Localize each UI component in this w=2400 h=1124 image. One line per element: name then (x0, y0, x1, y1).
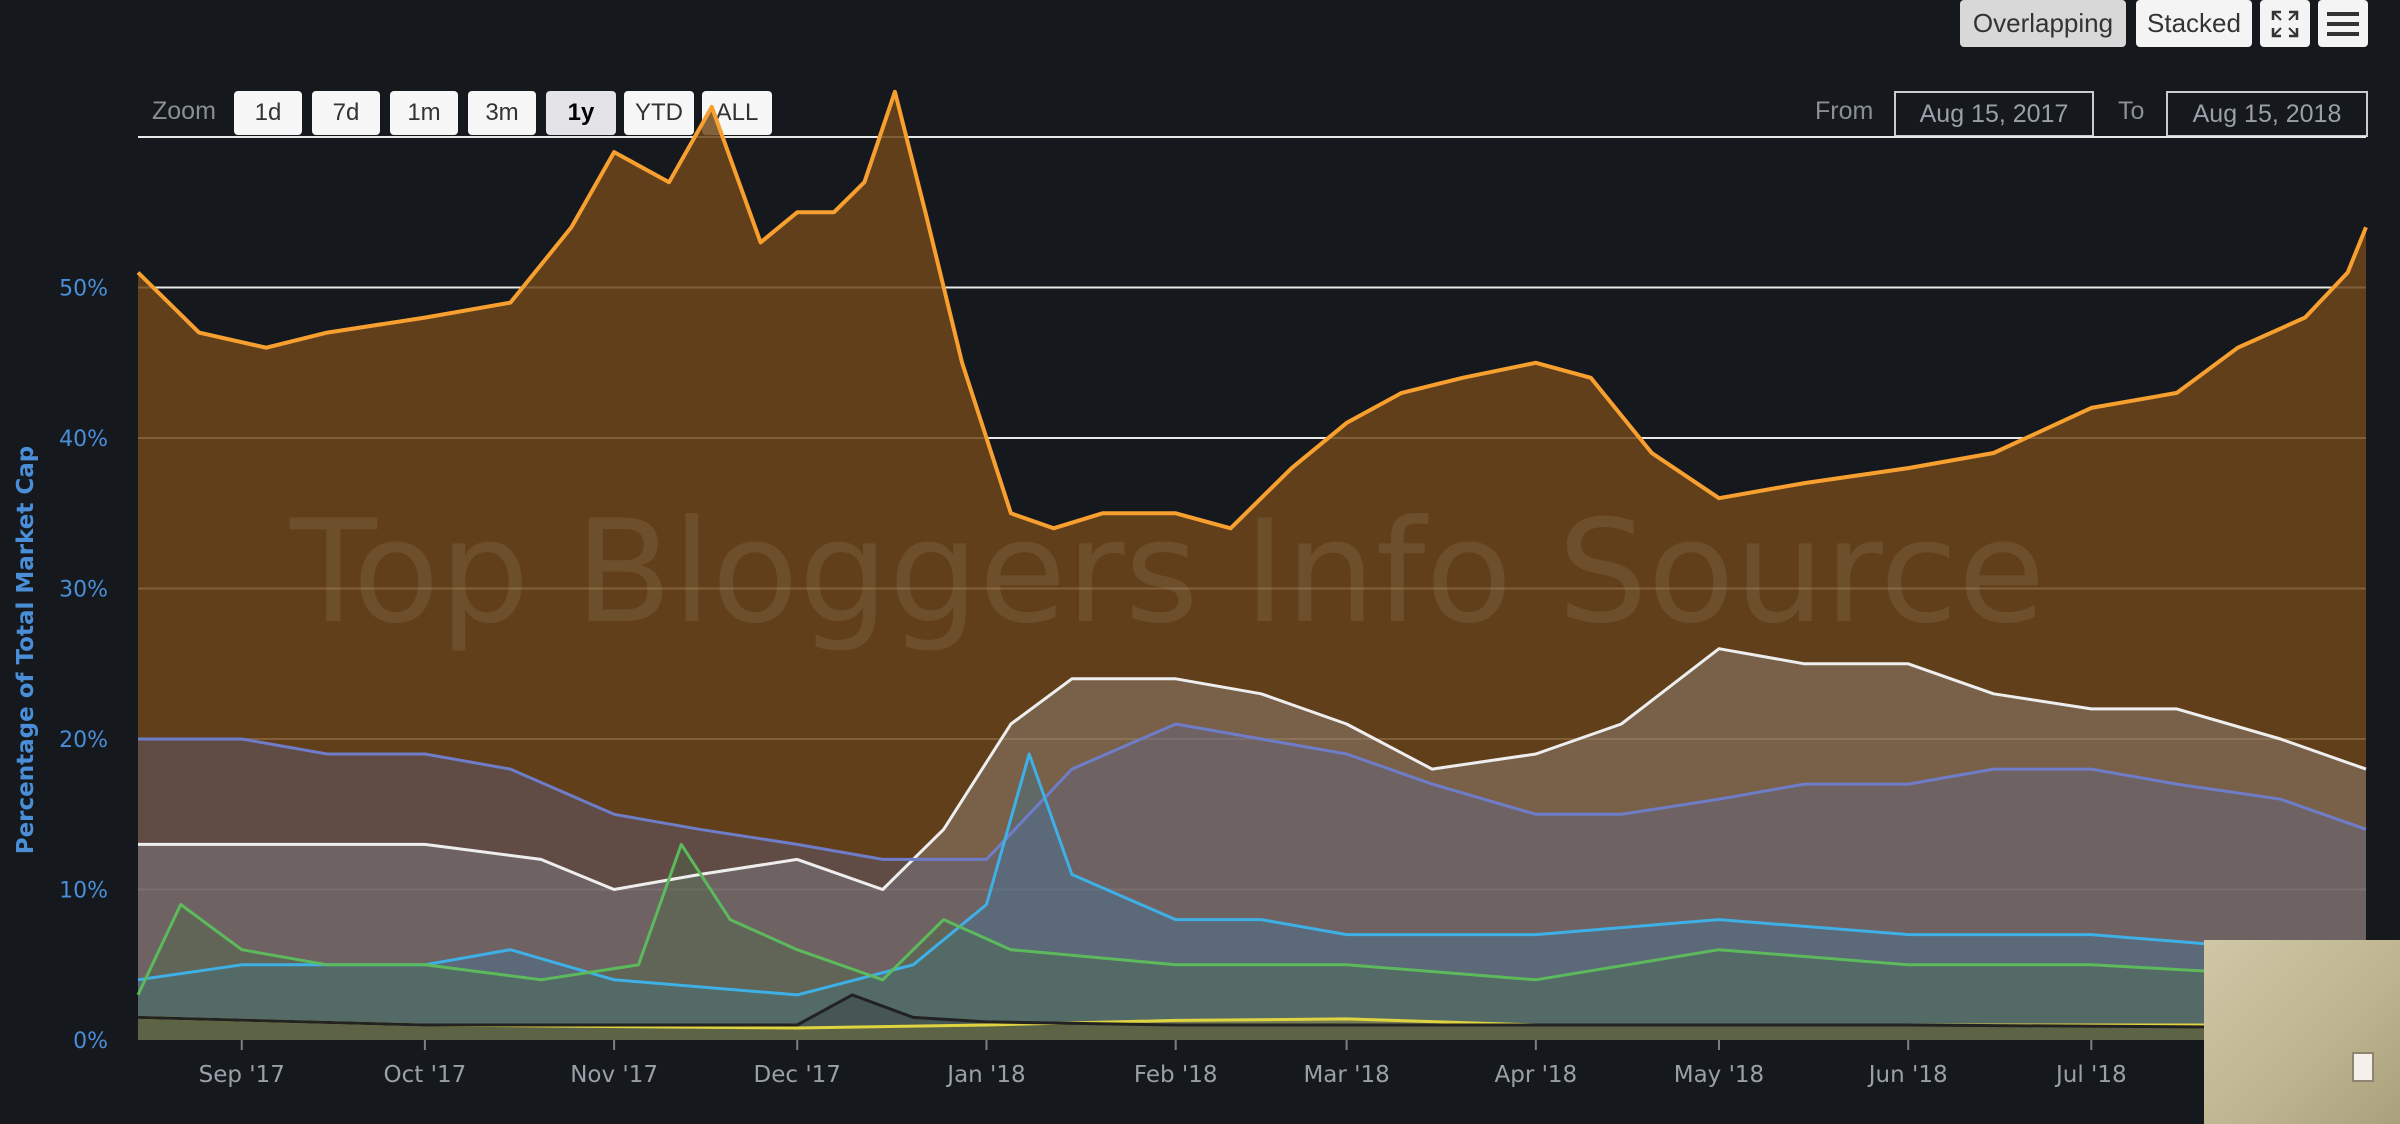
video-overlay (2204, 940, 2400, 1124)
x-tick-label: Oct '17 (384, 1062, 467, 1088)
from-date-input[interactable]: Aug 15, 2017 (1894, 91, 2094, 137)
x-tick-label: Dec '17 (754, 1062, 841, 1088)
series-5-line (136, 842, 2367, 996)
series-3-area (138, 724, 2366, 1040)
zoom-7d-button[interactable]: 7d (312, 91, 380, 135)
series-7-area (138, 994, 2366, 1040)
overlapping-button[interactable]: Overlapping (1960, 0, 2126, 47)
series-areas (138, 91, 2366, 1041)
menu-button[interactable] (2318, 0, 2368, 47)
zoom-3m-button[interactable]: 3m (468, 91, 536, 135)
y-axis-label: Percentage of Total Market Cap (13, 445, 39, 855)
series-4-area (138, 754, 2366, 1040)
y-tick-label: 0% (73, 1029, 108, 1054)
zoom-ytd-button[interactable]: YTD (624, 91, 694, 135)
hamburger-icon (2327, 11, 2359, 36)
zoom-1m-button[interactable]: 1m (390, 91, 458, 135)
series-1-area (138, 91, 2366, 1041)
expand-icon (2271, 10, 2299, 37)
y-tick-label: 40% (59, 427, 108, 452)
y-tick-label: 20% (59, 728, 108, 753)
series-5-area (138, 844, 2366, 1040)
x-tick-label: May '18 (1674, 1062, 1764, 1088)
x-tick-label: Jun '18 (1867, 1062, 1948, 1088)
series-7-line (137, 993, 2367, 1030)
x-tick-label: Jul '18 (2054, 1062, 2127, 1088)
stacked-button[interactable]: Stacked (2136, 0, 2252, 47)
zoom-1y-button[interactable]: 1y (546, 91, 616, 135)
from-label: From (1815, 97, 1874, 125)
x-tick-label: Nov '17 (570, 1062, 658, 1088)
zoom-1d-button[interactable]: 1d (234, 91, 302, 135)
x-tick-label: Feb '18 (1134, 1062, 1218, 1088)
series-3-line (138, 722, 2367, 861)
to-label: To (2118, 97, 2145, 125)
y-tick-label: 50% (59, 277, 108, 302)
series-lines (136, 89, 2368, 1030)
series-2-line (138, 647, 2367, 891)
zoom-label: Zoom (152, 97, 216, 125)
series-4-line (137, 752, 2366, 997)
overlay-object (2352, 1052, 2374, 1082)
fullscreen-button[interactable] (2260, 0, 2310, 47)
x-tick-label: Sep '17 (199, 1062, 285, 1088)
series-6-area (138, 1017, 2366, 1040)
x-tick-label: Jan '18 (945, 1062, 1025, 1088)
x-tick-label: Mar '18 (1303, 1062, 1389, 1088)
y-axis-ticks: 0% 10% 20% 30% 40% 50% (59, 277, 108, 1055)
series-2-area (138, 648, 2366, 1040)
series-1-line (136, 89, 2368, 531)
x-axis-ticks: Sep '17 Oct '17 Nov '17 Dec '17 Jan '18 Feb '… (199, 1040, 2127, 1088)
y-tick-label: 30% (59, 578, 108, 603)
y-tick-label: 10% (59, 879, 108, 904)
x-tick-label: Apr '18 (1494, 1062, 1577, 1088)
